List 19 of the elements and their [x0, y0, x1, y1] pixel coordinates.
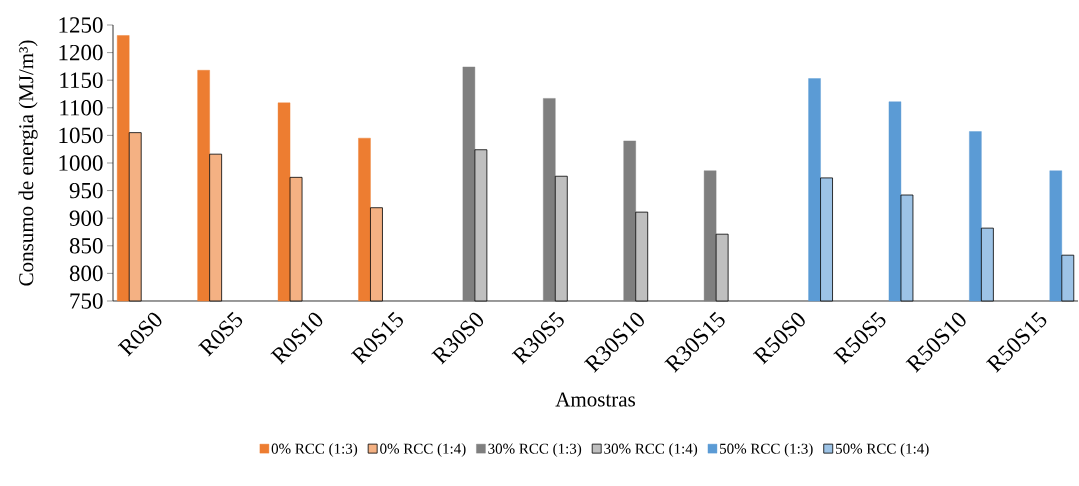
- y-axis-title: Consumo de energia (MJ/m³): [18, 40, 38, 286]
- y-tick-label: 950: [69, 182, 103, 199]
- legend-label: 50% RCC (1:3): [720, 443, 813, 457]
- y-tick-label: 900: [69, 210, 103, 226]
- legend-label: 0% RCC (1:4): [380, 443, 466, 457]
- y-tick-label: 850: [69, 238, 103, 254]
- legend-label: 50% RCC (1:4): [836, 443, 929, 457]
- y-tick-label: 1200: [59, 44, 103, 61]
- y-tick-label: 1050: [59, 127, 103, 144]
- x-axis-title: Amostras: [555, 392, 635, 407]
- y-tick-label: 1150: [60, 72, 103, 88]
- y-tick-label: 750: [70, 293, 103, 309]
- y-tick-label: 1250: [59, 17, 103, 33]
- legend-label: 0% RCC (1:3): [271, 443, 358, 457]
- legend-label: 30% RCC (1:3): [488, 443, 582, 457]
- y-tick-label: 1000: [59, 155, 103, 171]
- legend-label: 30% RCC (1:4): [604, 443, 698, 457]
- y-tick-label: 800: [69, 265, 103, 282]
- y-tick-label: 1100: [60, 100, 103, 116]
